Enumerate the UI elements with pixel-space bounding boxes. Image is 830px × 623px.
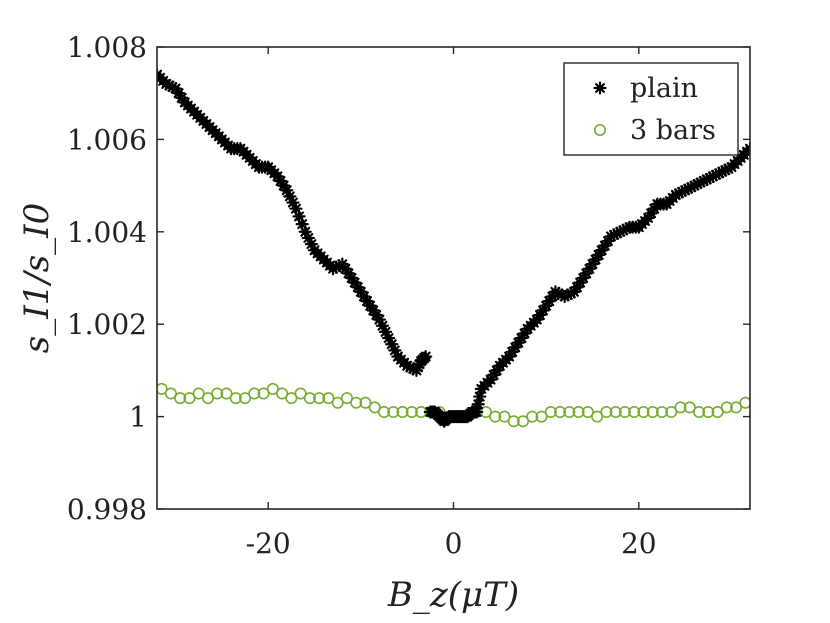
data-point <box>303 392 316 405</box>
data-point <box>211 387 224 400</box>
data-point <box>276 387 289 400</box>
legend-item-plain: plain <box>593 73 698 104</box>
x-tick-label: 20 <box>621 527 657 560</box>
data-point-fill <box>473 389 487 404</box>
data-point <box>350 396 363 409</box>
data-point <box>628 405 641 418</box>
data-point <box>313 392 326 405</box>
data-point <box>340 392 353 405</box>
data-point <box>743 142 750 156</box>
data-point <box>239 392 252 405</box>
data-point <box>405 405 418 418</box>
data-point <box>600 405 613 418</box>
data-point <box>378 405 391 418</box>
data-point <box>554 405 567 418</box>
data-point <box>674 401 687 414</box>
y-tick-label: 1.006 <box>67 123 147 156</box>
data-point <box>683 401 696 414</box>
data-point <box>229 392 242 405</box>
data-point <box>739 396 750 409</box>
data-point <box>581 405 594 418</box>
data-point <box>387 405 400 418</box>
data-point <box>572 405 585 418</box>
legend-marker <box>593 81 607 95</box>
data-point <box>248 387 261 400</box>
data-point <box>359 396 372 409</box>
data-point <box>470 405 484 419</box>
data-point <box>174 392 187 405</box>
x-axis-label: B_z(μT) <box>387 575 519 615</box>
data-point <box>368 401 381 414</box>
data-point <box>526 410 539 423</box>
data-point <box>655 405 668 418</box>
axis-ticks: -20 0 20 0.998 1 1.002 1.004 1.006 1.008 <box>67 31 750 560</box>
data-point <box>331 396 344 409</box>
data-point <box>419 349 433 364</box>
data-point <box>192 387 205 400</box>
legend-item-3-bars: 3 bars <box>593 115 716 146</box>
data-point <box>266 382 279 395</box>
y-axis-label: s_I1/s_I0 <box>17 203 57 353</box>
data-point <box>711 405 724 418</box>
x-tick-label: 0 <box>445 527 463 560</box>
y-tick-label: 1.004 <box>67 216 147 249</box>
data-point <box>693 405 706 418</box>
data-point <box>618 405 631 418</box>
legend-label: 3 bars <box>630 115 716 146</box>
data-point <box>489 410 502 423</box>
data-point <box>396 405 409 418</box>
data-point <box>665 405 678 418</box>
y-tick-label: 1 <box>129 401 147 434</box>
data-point <box>507 415 520 428</box>
data-point <box>183 392 196 405</box>
data-point <box>646 405 659 418</box>
data-point <box>322 392 335 405</box>
y-tick-label: 1.002 <box>67 308 147 341</box>
data-point <box>730 401 743 414</box>
x-tick-label: -20 <box>246 527 291 560</box>
data-point <box>535 410 548 423</box>
y-tick-label: 1.008 <box>67 31 147 64</box>
data-point <box>164 387 177 400</box>
y-tick-label: 0.998 <box>67 493 147 526</box>
data-point <box>702 405 715 418</box>
data-point <box>591 410 604 423</box>
data-point <box>516 415 529 428</box>
data-point <box>544 405 557 418</box>
data-point <box>220 387 233 400</box>
data-point <box>285 392 298 405</box>
data-point <box>157 382 168 395</box>
data-point <box>637 405 650 418</box>
series-plain <box>157 68 750 428</box>
data-point <box>498 410 511 423</box>
plot-marks <box>157 68 750 428</box>
data-point <box>609 405 622 418</box>
data-point <box>720 401 733 414</box>
data-point <box>294 387 307 400</box>
data-point <box>257 387 270 400</box>
legend-box <box>563 62 739 156</box>
legend-marker <box>593 124 606 137</box>
legend-label: plain <box>630 73 698 104</box>
legend: plain 3 bars <box>563 62 739 156</box>
data-point <box>563 405 576 418</box>
data-point <box>201 392 214 405</box>
